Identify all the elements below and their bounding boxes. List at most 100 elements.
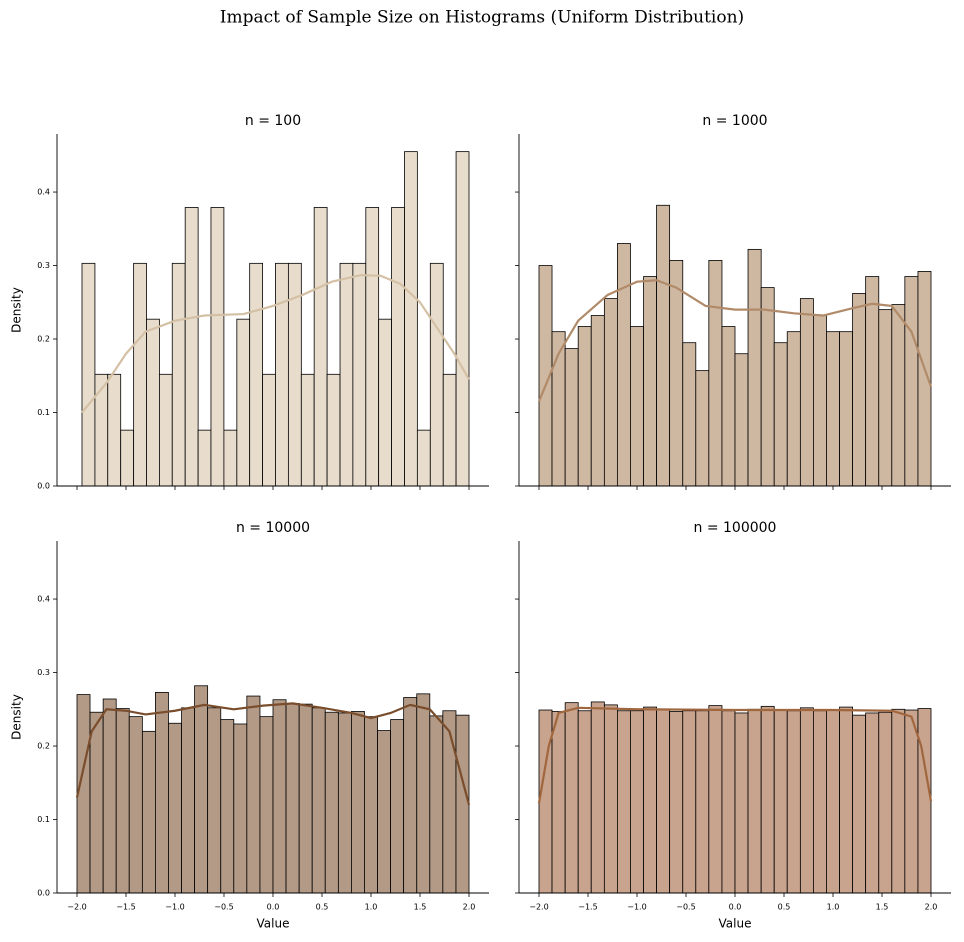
y-tick-label: 0.2 (37, 335, 50, 344)
bar (917, 708, 932, 894)
bar (285, 703, 300, 894)
bar (734, 353, 749, 487)
bar (564, 348, 579, 487)
bar (865, 276, 880, 487)
y-tick-label: 0.3 (37, 261, 50, 270)
kde-line (81, 273, 470, 414)
y-axis-label: Density (10, 694, 24, 740)
y-axis-label: Density (10, 287, 24, 333)
bar (590, 315, 605, 487)
bar (682, 342, 697, 487)
bar (786, 331, 801, 487)
bar (249, 262, 264, 487)
bar (813, 315, 827, 487)
bar (455, 151, 470, 487)
x-tick-label: −0.5 (676, 903, 695, 912)
x-tick-label: −1.5 (578, 903, 597, 912)
bar (455, 714, 470, 894)
bar (76, 694, 91, 894)
bar (773, 342, 788, 487)
bar (94, 373, 109, 487)
bar (760, 705, 775, 894)
bar (429, 715, 444, 894)
x-tick-label: 0.0 (729, 903, 742, 912)
bar (223, 429, 238, 487)
bar (351, 711, 365, 894)
bar (141, 730, 156, 894)
bar (133, 262, 147, 487)
bar (708, 259, 723, 487)
bar (233, 723, 248, 894)
bar (669, 711, 684, 894)
bar (799, 298, 814, 487)
bar (181, 707, 195, 894)
bar (760, 287, 775, 487)
x-tick-label: 1.0 (365, 903, 378, 912)
bar (603, 298, 618, 487)
y-tick-label: 0.3 (37, 668, 50, 677)
bar (365, 207, 380, 487)
panel: n = 1000 (515, 113, 951, 490)
y-tick-label: 0.1 (37, 815, 50, 824)
bar (695, 370, 710, 487)
bar (168, 722, 182, 894)
bar (603, 704, 618, 894)
bar (852, 293, 867, 487)
x-tick-label: 1.0 (827, 903, 840, 912)
bar (298, 703, 313, 894)
bar (364, 716, 378, 894)
bar (878, 711, 893, 894)
bar (128, 716, 143, 894)
bar (786, 710, 801, 894)
bar (577, 326, 592, 487)
bar (378, 318, 392, 487)
bar (904, 709, 919, 894)
bar (339, 262, 354, 487)
bar (159, 373, 173, 487)
bar (708, 705, 723, 894)
bar (404, 151, 418, 487)
bar (616, 243, 631, 487)
bar (839, 706, 854, 894)
bar (669, 259, 684, 487)
x-tick-label: 0.5 (316, 903, 329, 912)
bar (236, 318, 251, 487)
bar (891, 304, 906, 487)
bar (391, 207, 405, 487)
bar (120, 429, 135, 487)
bar (826, 331, 840, 487)
bar (721, 710, 736, 894)
bar (184, 207, 199, 487)
bar (773, 709, 788, 894)
bar (799, 707, 814, 894)
bar (656, 708, 671, 894)
bar (442, 710, 457, 894)
kde-line (75, 702, 471, 806)
panel: 0.0 0.1 0.2 0.3 0.4 n = 100 Density (10, 113, 489, 491)
bar (313, 207, 328, 487)
bar (721, 326, 736, 487)
bar (630, 326, 644, 487)
x-axis-label: Value (257, 917, 290, 931)
bar (564, 702, 579, 894)
bar (813, 710, 827, 894)
bar (326, 373, 341, 487)
bar (826, 709, 840, 894)
bar (747, 248, 762, 487)
bar (403, 697, 418, 894)
bar (551, 711, 566, 894)
bar (197, 429, 212, 487)
y-tick-label: 0.0 (37, 889, 50, 898)
bar (207, 707, 222, 894)
bar (262, 373, 276, 487)
y-tick-label: 0.2 (37, 742, 50, 751)
bar (275, 262, 289, 487)
figure-title: Impact of Sample Size on Histograms (Uni… (220, 8, 744, 28)
x-axis-label: Value (719, 917, 752, 931)
panel: 0.0 0.1 0.2 0.3 0.4 −2.0 −1.5 −1.0 −0.5 0.0 0.5 1.0… (10, 520, 489, 931)
bar (220, 719, 235, 894)
bar (734, 712, 749, 894)
bar (102, 698, 117, 894)
kde-line (537, 279, 933, 402)
